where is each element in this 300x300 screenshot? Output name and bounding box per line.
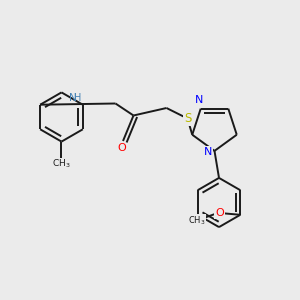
Text: S: S [184, 112, 191, 125]
Text: CH$_3$: CH$_3$ [188, 214, 206, 227]
Text: CH$_3$: CH$_3$ [52, 157, 71, 170]
Text: H: H [74, 92, 82, 103]
Text: N: N [204, 147, 212, 158]
Text: N: N [195, 95, 203, 105]
Text: O: O [117, 142, 126, 153]
Text: N: N [69, 92, 76, 103]
Text: O: O [215, 208, 224, 218]
